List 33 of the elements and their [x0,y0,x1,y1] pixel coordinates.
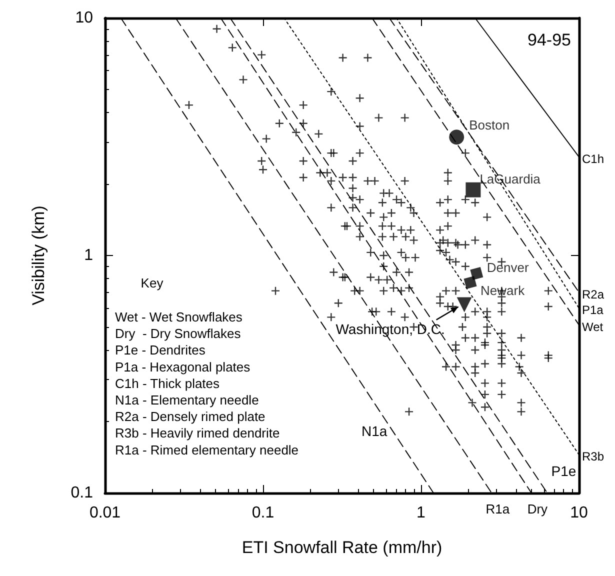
series-label: R3b [582,450,604,464]
series-label: R1a [486,502,510,516]
x-axis-title: ETI Snowfall Rate (mm/hr) [242,538,442,557]
x-tick-label: 1 [416,504,426,522]
y-axis-title: Visibility (km) [29,206,48,306]
annotation: Dry - Dry Snowflakes [115,326,242,342]
annotation: R2a - Densely rimed plate [115,409,266,424]
series-label: N1a [362,423,388,439]
annotation: N1a - Elementary needle [115,392,259,408]
x-tick-label: 10 [570,504,588,522]
series-label: R2a [582,287,604,302]
x-tick-label: 0.1 [252,504,274,522]
series-label: Boston [469,118,510,133]
y-tick-label: 0.1 [70,484,94,502]
annotation: Washington, D.C. [336,320,445,337]
annotation: 94-95 [528,30,571,50]
annotation: P1a - Hexagonal plates [115,359,251,374]
y-tick-label: 1 [84,247,94,264]
series-label: P1e [551,463,576,479]
annotation: Key [140,276,164,290]
y-tick-label: 10 [75,10,94,26]
x-tick-label: 0.01 [89,504,121,522]
series-label: Wet [582,320,604,334]
annotation: Wet - Wet Snowflakes [115,310,243,324]
series-label: C1h [582,152,604,166]
series-label: P1a [582,303,604,318]
annotation: R3b - Heavily rimed dendrite [115,426,280,441]
annotation: P1e - Dendrites [115,342,206,358]
annotation: C1h - Thick plates [115,376,220,391]
series-label: Denver [486,260,530,275]
series-label: Dry [527,502,548,516]
series-label: LaGuardia [480,171,542,186]
annotation: R1a - Rimed elementary needle [115,442,299,458]
